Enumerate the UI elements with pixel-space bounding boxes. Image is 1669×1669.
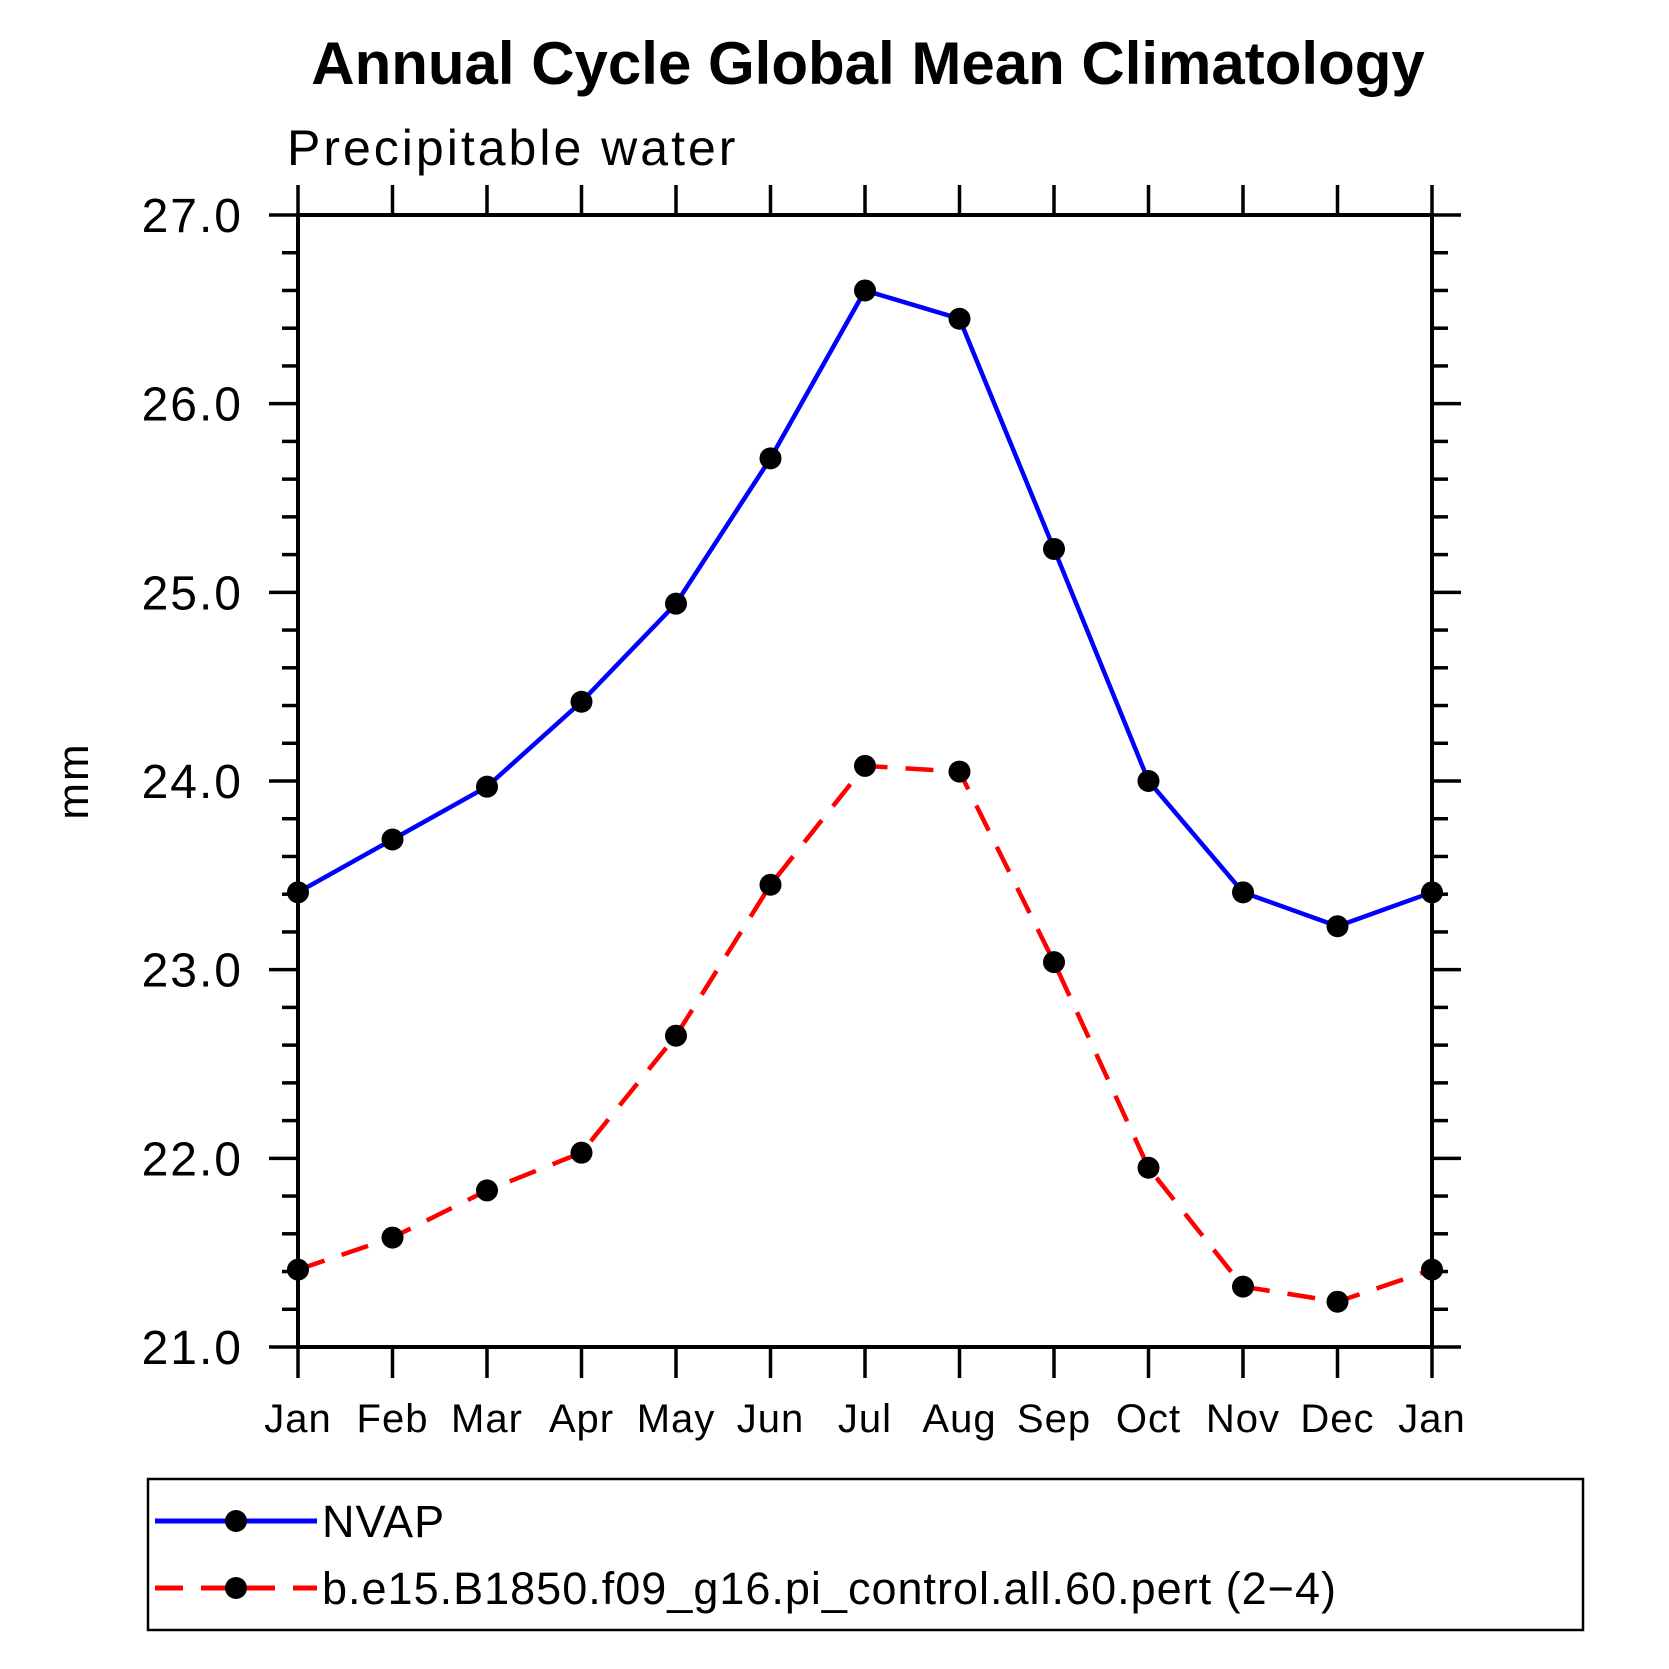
y-tick-label: 26.0: [142, 379, 243, 432]
data-point-marker: [381, 828, 404, 851]
data-point-marker: [948, 760, 971, 783]
data-point-marker: [381, 1226, 404, 1249]
plot-frame: [296, 213, 1434, 1349]
legend-sample-marker-model: [225, 1577, 247, 1599]
x-tick-label: Dec: [1300, 1397, 1374, 1441]
data-point-marker: [476, 1179, 498, 1202]
x-tick-label: Jan: [1398, 1397, 1466, 1441]
y-tick-label: 22.0: [142, 1133, 243, 1186]
data-point-marker: [1421, 1258, 1443, 1281]
x-tick-label: Jan: [264, 1397, 332, 1441]
data-point-marker: [1421, 881, 1443, 904]
x-tick-label: Mar: [451, 1397, 523, 1441]
data-point-marker: [287, 1258, 309, 1281]
y-tick-label: 21.0: [142, 1322, 243, 1375]
data-point-marker: [1326, 1290, 1349, 1313]
x-tick-label: Sep: [1017, 1397, 1091, 1441]
data-point-marker: [1043, 537, 1065, 560]
y-tick-label: 24.0: [142, 756, 243, 809]
x-tick-label: Feb: [357, 1397, 429, 1441]
data-point-marker: [1137, 1156, 1160, 1179]
data-point-marker: [1326, 915, 1349, 938]
chart-subtitle: Precipitable water: [287, 120, 738, 176]
x-tick-label: Jul: [838, 1397, 892, 1441]
series-line-0: [296, 287, 1433, 929]
x-tick-label: Nov: [1206, 1397, 1280, 1441]
data-point-marker: [1137, 770, 1160, 792]
legend-label-model: b.e15.B1850.f09_g16.pi_control.all.60.pe…: [322, 1563, 1337, 1614]
data-point-marker: [287, 881, 309, 904]
data-point-marker: [476, 775, 498, 798]
legend-sample-marker-nvap: [225, 1510, 247, 1532]
data-point-marker: [570, 1141, 593, 1164]
data-point-marker: [665, 1024, 687, 1047]
legend-label-nvap: NVAP: [322, 1496, 445, 1547]
data-point-marker: [854, 754, 876, 777]
data-point-marker: [1232, 881, 1254, 904]
x-tick-label: Apr: [549, 1397, 614, 1441]
legend-box: [146, 1477, 1585, 1632]
plot-area: 21.0 22.0 23.0 24.0 25.0 26.0 27.0 Jan Feb Mar Apr…: [142, 185, 1466, 1441]
y-axis-label: mm: [49, 742, 98, 819]
legend: NVAP b.e15.B1850.f09_g16.pi_control.all.…: [146, 1477, 1585, 1632]
data-point-marker: [570, 690, 593, 713]
data-point-marker: [1043, 951, 1065, 974]
x-tick-label: Oct: [1116, 1397, 1181, 1441]
y-tick-label: 27.0: [142, 190, 243, 243]
data-point-marker: [948, 307, 971, 330]
series-line-1: [297, 763, 1433, 1305]
y-tick-label: 25.0: [142, 567, 243, 620]
data-point-marker: [759, 447, 782, 470]
data-point-marker: [665, 592, 687, 615]
data-point-marker: [1232, 1275, 1254, 1298]
y-tick-label: 23.0: [142, 945, 243, 998]
data-point-marker: [759, 873, 782, 896]
x-tick-label: Jun: [737, 1397, 805, 1441]
data-point-marker: [854, 279, 876, 302]
chart-title: Annual Cycle Global Mean Climatology: [311, 30, 1425, 97]
x-tick-label: May: [637, 1397, 716, 1441]
x-tick-label: Aug: [922, 1397, 996, 1441]
